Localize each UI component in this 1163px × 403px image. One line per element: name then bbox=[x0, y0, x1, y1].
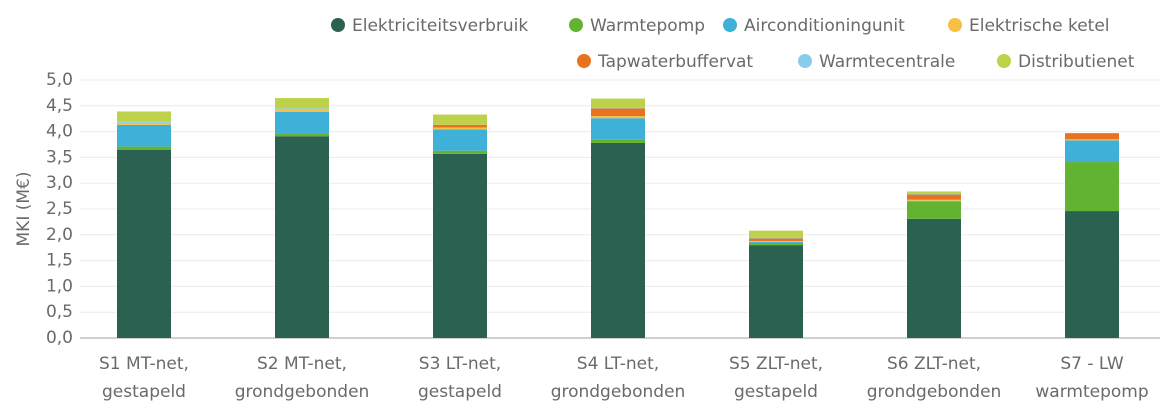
bar-segment bbox=[749, 242, 803, 244]
bar-segment bbox=[907, 194, 961, 200]
legend-swatch bbox=[331, 18, 345, 32]
x-tick-label: S2 MT-net, bbox=[257, 354, 347, 374]
legend-swatch bbox=[569, 18, 583, 32]
bar-segment bbox=[749, 240, 803, 243]
legend-label: Tapwaterbuffervat bbox=[597, 52, 753, 72]
legend-label: Airconditioningunit bbox=[744, 16, 905, 36]
x-tick-label: grondgebonden bbox=[551, 382, 686, 402]
bar-segment bbox=[749, 243, 803, 246]
y-tick-label: 3,0 bbox=[46, 173, 73, 193]
bar-segment bbox=[591, 118, 645, 140]
bar-segment bbox=[433, 129, 487, 151]
bar-segment bbox=[591, 142, 645, 338]
legend-swatch bbox=[997, 54, 1011, 68]
x-tick-label: grondgebonden bbox=[235, 382, 370, 402]
bar-segment bbox=[591, 108, 645, 117]
legend-label: Distributienet bbox=[1018, 52, 1135, 72]
bar-segment bbox=[433, 124, 487, 128]
bar-segment bbox=[749, 230, 803, 238]
x-tick-label: S4 LT-net, bbox=[577, 354, 659, 374]
y-tick-label: 1,0 bbox=[46, 276, 73, 296]
bar-segment bbox=[749, 238, 803, 241]
bar-segment bbox=[433, 150, 487, 154]
bar-segment bbox=[117, 122, 171, 125]
y-tick-label: 5,0 bbox=[46, 70, 73, 90]
legend-swatch bbox=[798, 54, 812, 68]
bar-segment bbox=[907, 191, 961, 194]
x-tick-label: gestapeld bbox=[102, 382, 186, 402]
bar-segment bbox=[117, 121, 171, 123]
x-tick-label: warmtepomp bbox=[1035, 382, 1148, 402]
bar-segment bbox=[117, 124, 171, 147]
bar-segment bbox=[275, 109, 329, 112]
bar-segment bbox=[1065, 139, 1119, 141]
bar-segment bbox=[275, 108, 329, 110]
x-tick-label: S3 LT-net, bbox=[419, 354, 501, 374]
x-tick-label: grondgebonden bbox=[867, 382, 1002, 402]
bar-segment bbox=[1065, 162, 1119, 212]
bar-segment bbox=[907, 218, 961, 338]
bar-segment bbox=[117, 146, 171, 150]
y-tick-label: 1,5 bbox=[46, 251, 73, 271]
y-tick-label: 2,0 bbox=[46, 225, 73, 245]
bar-segment bbox=[433, 114, 487, 125]
x-tick-label: S5 ZLT-net, bbox=[729, 354, 823, 374]
bar-segment bbox=[591, 98, 645, 108]
y-tick-label: 0,0 bbox=[46, 328, 73, 348]
legend-label: Elektrische ketel bbox=[969, 16, 1110, 36]
y-tick-label: 4,0 bbox=[46, 122, 73, 142]
bar-segment bbox=[1065, 133, 1119, 140]
y-tick-label: 4,5 bbox=[46, 96, 73, 116]
bar-segment bbox=[591, 139, 645, 143]
bar-segment bbox=[749, 237, 803, 239]
bar-segment bbox=[907, 200, 961, 202]
bar-segment bbox=[591, 116, 645, 119]
bar-segment bbox=[907, 193, 961, 195]
x-tick-label: S7 - LW bbox=[1060, 354, 1123, 374]
x-tick-label: gestapeld bbox=[418, 382, 502, 402]
bar-segment bbox=[433, 153, 487, 338]
bar-segment bbox=[907, 199, 961, 201]
bar-segment bbox=[591, 107, 645, 109]
bar-segment bbox=[275, 136, 329, 338]
bar-segment bbox=[749, 245, 803, 338]
x-tick-label: S1 MT-net, bbox=[99, 354, 189, 374]
y-tick-label: 0,5 bbox=[46, 302, 73, 322]
y-tick-label: 3,5 bbox=[46, 147, 73, 167]
y-tick-label: 2,5 bbox=[46, 199, 73, 219]
x-tick-label: S6 ZLT-net, bbox=[887, 354, 981, 374]
x-tick-label: gestapeld bbox=[734, 382, 818, 402]
bar-segment bbox=[1065, 211, 1119, 338]
y-axis-label: MKI (M€) bbox=[14, 172, 34, 247]
legend-swatch bbox=[577, 54, 591, 68]
bar-segment bbox=[117, 149, 171, 338]
bar-segment bbox=[275, 133, 329, 137]
bar-segment bbox=[117, 111, 171, 122]
bar-segment bbox=[275, 111, 329, 134]
legend-label: Warmtecentrale bbox=[819, 52, 955, 72]
bar-segment bbox=[907, 201, 961, 219]
legend-swatch bbox=[723, 18, 737, 32]
legend-swatch bbox=[948, 18, 962, 32]
legend-label: Elektriciteitsverbruik bbox=[352, 16, 528, 36]
bar-segment bbox=[1065, 140, 1119, 163]
legend-label: Warmtepomp bbox=[590, 16, 705, 36]
bar-segment bbox=[275, 98, 329, 109]
bar-segment bbox=[433, 127, 487, 130]
